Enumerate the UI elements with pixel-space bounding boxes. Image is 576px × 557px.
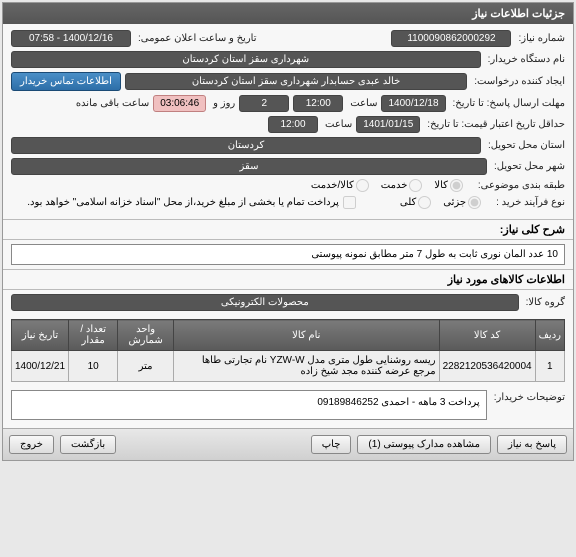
pay-note-text: پرداخت تمام یا بخشی از مبلغ خرید،از محل … <box>27 197 339 208</box>
deadline-label: مهلت ارسال پاسخ: تا تاریخ: <box>453 98 565 109</box>
buyer-label: نام دستگاه خریدار: <box>488 54 565 65</box>
panel-title: جزئیات اطلاعات نیاز <box>3 3 573 24</box>
category-label: طبقه بندی موضوعی: <box>478 180 565 191</box>
cell-unit: متر <box>118 351 174 382</box>
city-label: شهر محل تحویل: <box>494 161 565 172</box>
cat-goods-text: کالا <box>434 180 448 191</box>
validity-label: حداقل تاریخ اعتبار قیمت: تا تاریخ: <box>427 119 565 130</box>
hour-label-1: ساعت <box>350 98 377 109</box>
countdown: 03:06:46 <box>153 95 206 112</box>
cat-goods-radio[interactable]: کالا <box>434 179 463 192</box>
buyer-value: شهرداری سقز استان کردستان <box>11 51 481 68</box>
form-area: شماره نیاز: 1100090862000292 تاریخ و ساع… <box>3 24 573 219</box>
summary-text: 10 عدد المان نوری ثابت به طول 7 متر مطاب… <box>11 244 565 265</box>
cell-qty: 10 <box>69 351 118 382</box>
hour-label-2: ساعت <box>325 119 352 130</box>
items-header: اطلاعات کالاهای مورد نیاز <box>3 269 573 290</box>
validity-time: 12:00 <box>268 116 318 133</box>
contact-button[interactable]: اطلاعات تماس خریدار <box>11 72 121 91</box>
col-name: نام کالا <box>173 320 439 351</box>
deadline-time: 12:00 <box>293 95 343 112</box>
validity-date: 1401/01/15 <box>356 116 420 133</box>
group-label: گروه کالا: <box>526 297 565 308</box>
summary-header: شرح کلی نیاز: <box>3 219 573 240</box>
col-code: کد کالا <box>439 320 535 351</box>
items-table: ردیف کد کالا نام کالا واحد شمارش تعداد /… <box>11 319 565 382</box>
process-partial-radio[interactable]: جزئی <box>443 196 481 209</box>
reply-button[interactable]: پاسخ به نیاز <box>497 435 567 454</box>
province-label: استان محل تحویل: <box>488 140 565 151</box>
cat-both-radio[interactable]: کالا/خدمت <box>311 179 369 192</box>
docs-button[interactable]: مشاهده مدارک پیوستی (1) <box>357 435 491 454</box>
process-label: نوع فرآیند خرید : <box>496 197 565 208</box>
treasury-checkbox[interactable]: پرداخت تمام یا بخشی از مبلغ خرید،از محل … <box>27 196 356 209</box>
col-qty: تعداد / مقدار <box>69 320 118 351</box>
announce-label: تاریخ و ساعت اعلان عمومی: <box>138 33 257 44</box>
col-date: تاریخ نیاز <box>12 320 69 351</box>
cat-both-text: کالا/خدمت <box>311 180 354 191</box>
footer-bar: پاسخ به نیاز مشاهده مدارک پیوستی (1) چاپ… <box>3 428 573 460</box>
need-details-panel: جزئیات اطلاعات نیاز شماره نیاز: 11000908… <box>2 2 574 461</box>
requester-label: ایجاد کننده درخواست: <box>474 76 565 87</box>
city-value: سقز <box>11 158 487 175</box>
cell-code: 2282120536420004 <box>439 351 535 382</box>
table-row: 1 2282120536420004 ریسه روشنایی طول متری… <box>12 351 565 382</box>
cat-service-text: خدمت <box>381 180 408 191</box>
announce-value: 1400/12/16 - 07:58 <box>11 30 131 47</box>
exit-button[interactable]: خروج <box>9 435 54 454</box>
cell-date: 1400/12/21 <box>12 351 69 382</box>
print-button[interactable]: چاپ <box>311 435 352 454</box>
requester-value: خالد عبدی حسابدار شهرداری سقز استان کردس… <box>125 73 467 90</box>
need-no-label: شماره نیاز: <box>518 33 565 44</box>
col-unit: واحد شمارش <box>118 320 174 351</box>
cell-idx: 1 <box>535 351 564 382</box>
group-value: محصولات الکترونیکی <box>11 294 519 311</box>
cat-service-radio[interactable]: خدمت <box>381 179 423 192</box>
col-idx: ردیف <box>535 320 564 351</box>
back-button[interactable]: بازگشت <box>60 435 116 454</box>
notes-label: توضیحات خریدار: <box>494 386 565 403</box>
partial-text: جزئی <box>443 197 466 208</box>
deadline-date: 1400/12/18 <box>381 95 445 112</box>
province-value: کردستان <box>11 137 481 154</box>
notes-text: پرداخت 3 ماهه - احمدی 09189846252 <box>11 390 487 420</box>
process-full-radio[interactable]: کلی <box>400 196 431 209</box>
full-text: کلی <box>400 197 416 208</box>
day-label: روز و <box>213 98 235 109</box>
remaining-label: ساعت باقی مانده <box>76 98 149 109</box>
need-no-value: 1100090862000292 <box>391 30 511 47</box>
days-left: 2 <box>239 95 289 112</box>
cell-name: ریسه روشنایی طول متری مدل YZW-W نام تجار… <box>173 351 439 382</box>
